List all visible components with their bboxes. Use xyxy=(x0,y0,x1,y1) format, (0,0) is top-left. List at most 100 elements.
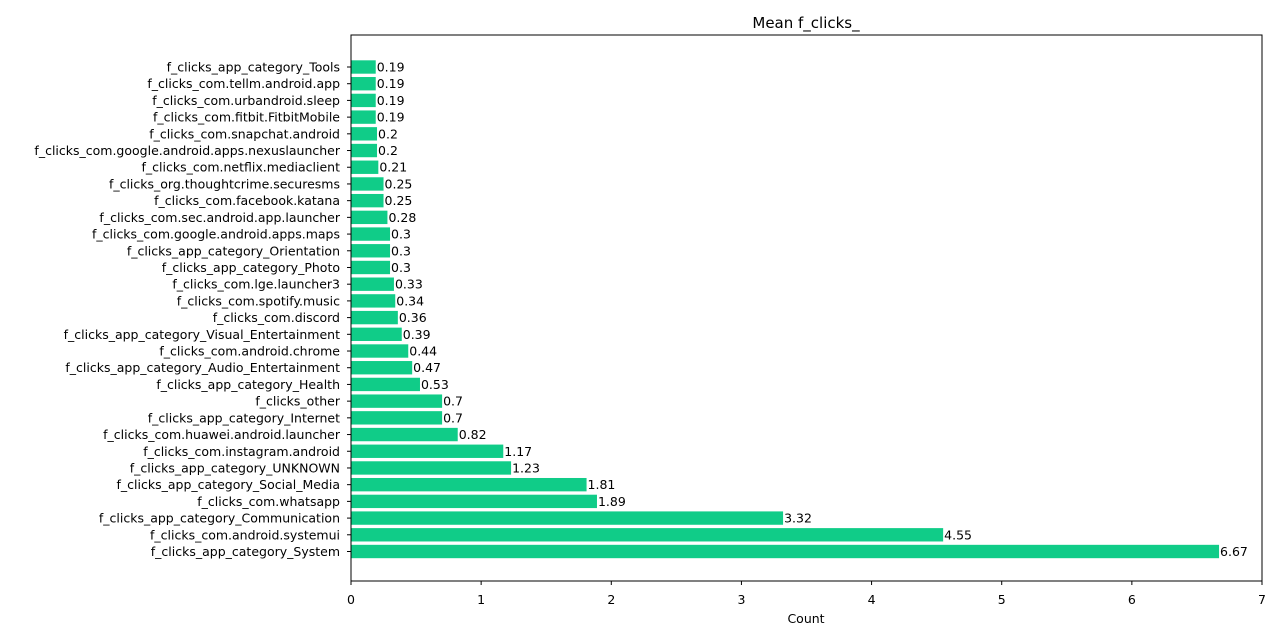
bar xyxy=(351,110,376,124)
bar-value-label: 0.21 xyxy=(379,160,407,175)
x-tick-label: 5 xyxy=(998,592,1006,607)
x-tick-label: 7 xyxy=(1258,592,1266,607)
bar xyxy=(351,411,443,425)
value-labels-group: 6.67 4.55 3.32 1.89 1.81 1.231.17 0.82 0.70.7 0.… xyxy=(377,60,1248,560)
bar xyxy=(351,60,376,74)
bar xyxy=(351,327,402,341)
x-tick-label: 3 xyxy=(737,592,745,607)
x-tick-label: 6 xyxy=(1128,592,1136,607)
bar xyxy=(351,444,504,458)
bar xyxy=(351,344,409,358)
bar xyxy=(351,210,388,225)
bar xyxy=(351,77,376,91)
x-axis-ticks: 0 1 2 3 4 5 6 7 xyxy=(347,581,1266,607)
bar-value-label: 0.25 xyxy=(385,176,413,191)
bar-value-label: 0.44 xyxy=(409,344,437,359)
bar xyxy=(351,244,391,258)
y-tick-label: f_clicks_app_category_Health xyxy=(156,377,340,392)
y-tick-label: f_clicks_com.snapchat.android xyxy=(149,126,340,141)
y-tick-label: f_clicks_other xyxy=(255,394,341,409)
y-tick-label: f_clicks_com.huawei.android.launcher xyxy=(103,427,341,442)
bar xyxy=(351,160,379,174)
bar-value-label: 0.3 xyxy=(391,243,411,258)
bar-value-label: 1.89 xyxy=(598,494,626,509)
y-tick-label: f_clicks_app_category_Social_Media xyxy=(117,477,340,492)
bar xyxy=(351,227,391,241)
bar-value-label: 4.55 xyxy=(944,527,972,542)
y-tick-label: f_clicks_app_category_Photo xyxy=(162,260,340,275)
y-tick-label: f_clicks_app_category_Tools xyxy=(167,60,340,75)
y-tick-label: f_clicks_app_category_System xyxy=(151,544,340,559)
bar xyxy=(351,277,394,291)
bar-value-label: 0.25 xyxy=(385,193,413,208)
y-tick-label: f_clicks_app_category_UNKNOWN xyxy=(130,460,340,475)
bar-value-label: 0.39 xyxy=(403,327,431,342)
bar-value-label: 0.19 xyxy=(377,93,405,108)
bar-value-label: 0.7 xyxy=(443,410,463,425)
bar-value-label: 1.81 xyxy=(588,477,616,492)
y-tick-label: f_clicks_com.google.android.apps.maps xyxy=(92,227,340,242)
plot-frame xyxy=(350,34,1263,582)
bar-value-label: 0.28 xyxy=(388,210,416,225)
y-tick-label: f_clicks_com.android.chrome xyxy=(159,344,340,359)
bar xyxy=(351,310,398,325)
bar-value-label: 0.19 xyxy=(377,76,405,91)
x-tick-label: 1 xyxy=(477,592,485,607)
y-axis-ticks: f_clicks_app_category_System f_clicks_com… xyxy=(34,60,351,559)
bar xyxy=(351,260,391,275)
y-tick-label: f_clicks_app_category_Orientation xyxy=(127,243,340,258)
bars-group xyxy=(351,60,1220,559)
x-axis-label: Count xyxy=(787,611,824,626)
bar xyxy=(351,93,376,108)
y-tick-label: f_clicks_app_category_Communication xyxy=(99,511,340,526)
y-tick-label: f_clicks_app_category_Internet xyxy=(148,410,340,425)
bar-value-label: 0.7 xyxy=(443,394,463,409)
bar xyxy=(351,127,378,141)
bar-value-label: 0.19 xyxy=(377,60,405,75)
bar-value-label: 1.23 xyxy=(512,460,540,475)
bar-value-label: 0.33 xyxy=(395,277,423,292)
y-tick-label: f_clicks_com.whatsapp xyxy=(197,494,340,509)
bar-value-label: 0.19 xyxy=(377,110,405,125)
x-tick-label: 2 xyxy=(607,592,615,607)
bar-value-label: 0.53 xyxy=(421,377,449,392)
y-tick-label: f_clicks_com.netflix.mediaclient xyxy=(141,160,340,175)
chart-title: Mean f_clicks_ xyxy=(752,14,860,33)
bar-value-label: 0.2 xyxy=(378,126,398,141)
y-tick-label: f_clicks_com.instagram.android xyxy=(143,444,340,459)
x-tick-label: 0 xyxy=(347,592,355,607)
y-tick-label: f_clicks_org.thoughtcrime.securesms xyxy=(109,176,340,191)
y-tick-label: f_clicks_com.discord xyxy=(213,310,340,325)
bar xyxy=(351,143,378,158)
bar xyxy=(351,377,420,392)
bar-value-label: 0.36 xyxy=(399,310,427,325)
bar-value-label: 0.82 xyxy=(459,427,487,442)
bar-value-label: 0.47 xyxy=(413,360,441,375)
bar xyxy=(351,427,458,442)
bar xyxy=(351,461,512,475)
y-tick-label: f_clicks_com.fitbit.FitbitMobile xyxy=(153,110,340,125)
y-tick-label: f_clicks_com.google.android.apps.nexusla… xyxy=(34,143,340,158)
bar xyxy=(351,361,413,375)
y-tick-label: f_clicks_com.sec.android.app.launcher xyxy=(99,210,340,225)
x-tick-label: 4 xyxy=(868,592,876,607)
bar xyxy=(351,528,944,542)
y-tick-label: f_clicks_app_category_Visual_Entertainme… xyxy=(64,327,340,342)
y-tick-label: f_clicks_app_category_Audio_Entertainmen… xyxy=(65,360,340,375)
y-tick-label: f_clicks_com.lge.launcher3 xyxy=(172,277,340,292)
bar-value-label: 6.67 xyxy=(1220,544,1248,559)
bar-value-label: 0.34 xyxy=(396,293,424,308)
y-tick-label: f_clicks_com.urbandroid.sleep xyxy=(152,93,340,108)
bar xyxy=(351,177,384,191)
bar-value-label: 0.3 xyxy=(391,260,411,275)
bar xyxy=(351,511,784,525)
y-tick-label: f_clicks_com.android.systemui xyxy=(150,527,340,542)
bar xyxy=(351,294,396,308)
bar xyxy=(351,394,443,408)
y-tick-label: f_clicks_com.spotify.music xyxy=(177,293,340,308)
bar-value-label: 0.2 xyxy=(378,143,398,158)
y-tick-label: f_clicks_com.tellm.android.app xyxy=(147,76,340,91)
bar xyxy=(351,494,597,509)
